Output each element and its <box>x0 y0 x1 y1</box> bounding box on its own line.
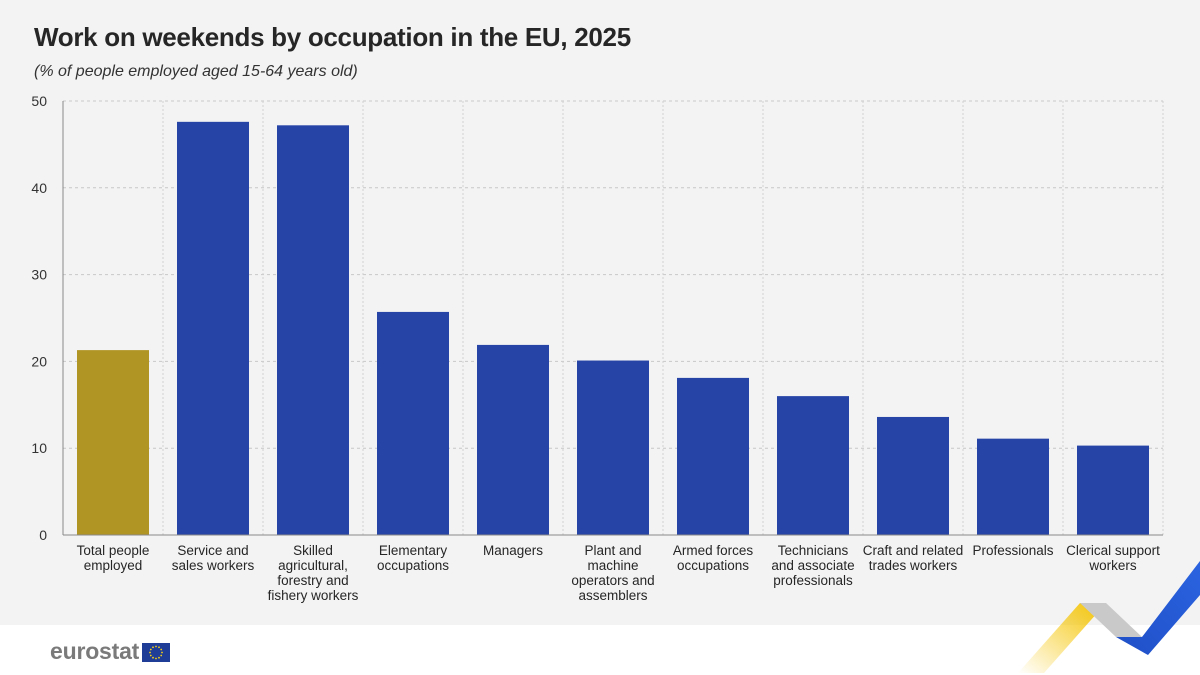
x-tick-label: Skilled agricultural, forestry and fishery … <box>268 543 359 603</box>
bar <box>277 125 349 535</box>
x-tick-label: Managers <box>483 543 543 558</box>
x-tick-label: Craft and related trades workers <box>863 543 964 573</box>
y-tick-label: 20 <box>31 353 47 369</box>
x-tick-label: Technicians and associate professionals <box>771 543 854 588</box>
y-tick-label: 10 <box>31 440 47 456</box>
bar <box>677 377 749 535</box>
x-tick-label: Clerical support workers <box>1066 543 1160 573</box>
bar <box>77 350 149 535</box>
bar-chart: 0 10 20 30 40 50 Total people employed Service a… <box>31 93 1164 603</box>
bar <box>777 396 849 535</box>
y-tick-label: 50 <box>31 93 47 109</box>
x-tick-label: Total people employed <box>77 543 150 573</box>
x-tick-label: Elementary occupations <box>377 543 449 573</box>
x-tick-label: Service and sales workers <box>172 543 255 573</box>
y-tick-label: 0 <box>39 527 47 543</box>
chart-subtitle: (% of people employed aged 15-64 years o… <box>34 63 358 80</box>
x-tick-label: Professionals <box>972 543 1053 558</box>
y-tick-label: 30 <box>31 267 47 283</box>
bar <box>1077 445 1149 535</box>
bar <box>877 416 949 535</box>
x-tick-label: Armed forces occupations <box>673 543 754 573</box>
bar <box>477 344 549 535</box>
y-tick-label: 40 <box>31 180 47 196</box>
bar <box>177 121 249 535</box>
eurostat-logo-text: eurostat <box>50 637 140 664</box>
decorative-ribbon <box>1018 561 1200 673</box>
bar <box>577 360 649 535</box>
eurostat-logo: eurostat <box>50 636 171 666</box>
x-tick-label: Plant and machine operators and assemblers <box>571 543 654 603</box>
eu-flag-icon <box>142 642 171 662</box>
bar <box>977 438 1049 535</box>
bar <box>377 311 449 535</box>
chart-title: Work on weekends by occupation in the EU… <box>34 22 631 52</box>
